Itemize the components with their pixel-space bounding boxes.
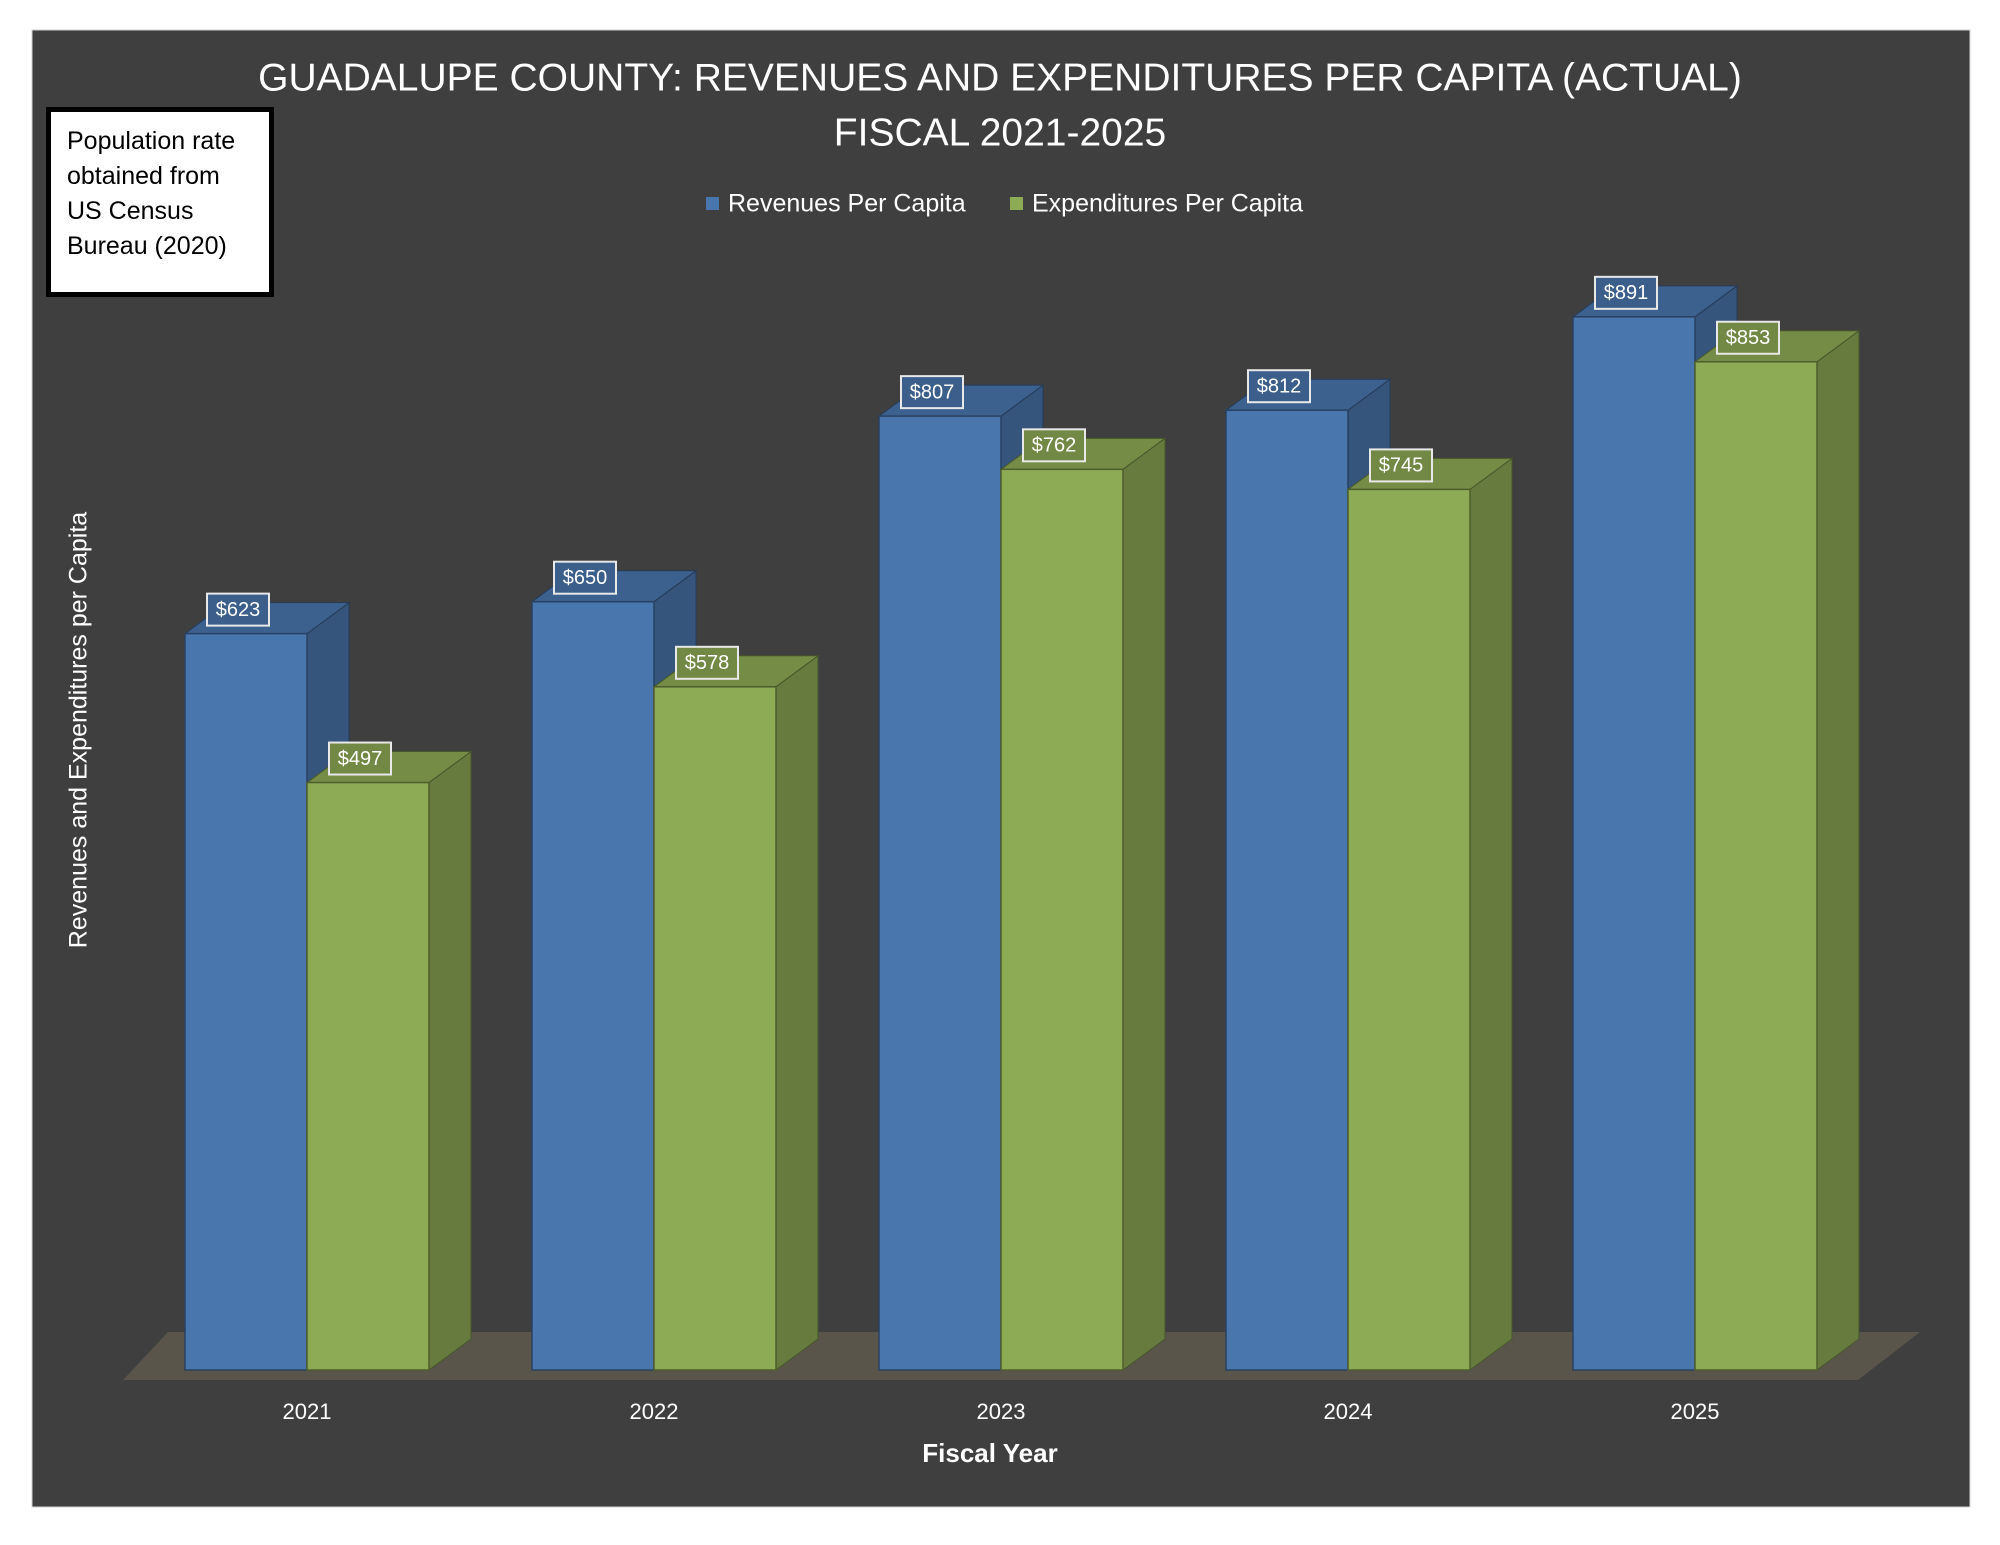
bar-side (1816, 329, 1860, 1371)
value-label: $650 (563, 567, 608, 589)
bar (878, 415, 1002, 1371)
value-label-box (1247, 369, 1311, 404)
bar-side (428, 750, 472, 1371)
y-axis-label: Revenues and Expenditures per Capita (65, 512, 93, 948)
x-tick-label: 2023 (977, 1399, 1026, 1424)
value-label-box (1594, 275, 1658, 310)
note-box: Population rate obtained from US Census … (46, 107, 274, 297)
x-tick-label: 2021 (283, 1399, 332, 1424)
bar (653, 686, 777, 1371)
value-label-box (900, 375, 964, 410)
legend-label: Expenditures Per Capita (1032, 190, 1303, 218)
value-label: $812 (1257, 375, 1302, 397)
value-label-box (553, 560, 617, 595)
x-axis-label: Fiscal Year (922, 1438, 1057, 1468)
value-label-box (1022, 428, 1086, 463)
bar-side (775, 654, 819, 1371)
x-tick-label: 2025 (1671, 1399, 1720, 1424)
value-label-box (1369, 448, 1433, 483)
value-label: $578 (685, 652, 730, 674)
legend-swatch (1010, 197, 1023, 210)
bar (1225, 409, 1349, 1371)
bar (1347, 488, 1471, 1371)
value-label: $762 (1032, 435, 1077, 457)
value-label: $497 (338, 748, 383, 770)
bar-side (1122, 437, 1166, 1371)
chart-subtitle: FISCAL 2021-2025 (834, 111, 1166, 154)
bar-side (1469, 457, 1513, 1371)
value-label-box (206, 592, 270, 627)
x-tick-label: 2022 (630, 1399, 679, 1424)
bar (1572, 316, 1696, 1371)
value-label: $853 (1726, 327, 1771, 349)
bar (1000, 468, 1124, 1371)
legend-swatch (706, 197, 719, 210)
value-label: $807 (910, 381, 955, 403)
value-label: $745 (1379, 455, 1424, 477)
x-tick-label: 2024 (1324, 1399, 1373, 1424)
value-label: $623 (216, 599, 261, 621)
value-label: $891 (1604, 282, 1649, 304)
bar (306, 781, 430, 1371)
legend-label: Revenues Per Capita (728, 190, 966, 218)
bar (1694, 361, 1818, 1371)
value-label-box (675, 645, 739, 680)
value-label-box (328, 741, 392, 776)
bar (184, 632, 308, 1371)
value-label-box (1716, 320, 1780, 355)
bar (531, 600, 655, 1371)
chart-title: GUADALUPE COUNTY: REVENUES AND EXPENDITU… (258, 56, 1742, 99)
